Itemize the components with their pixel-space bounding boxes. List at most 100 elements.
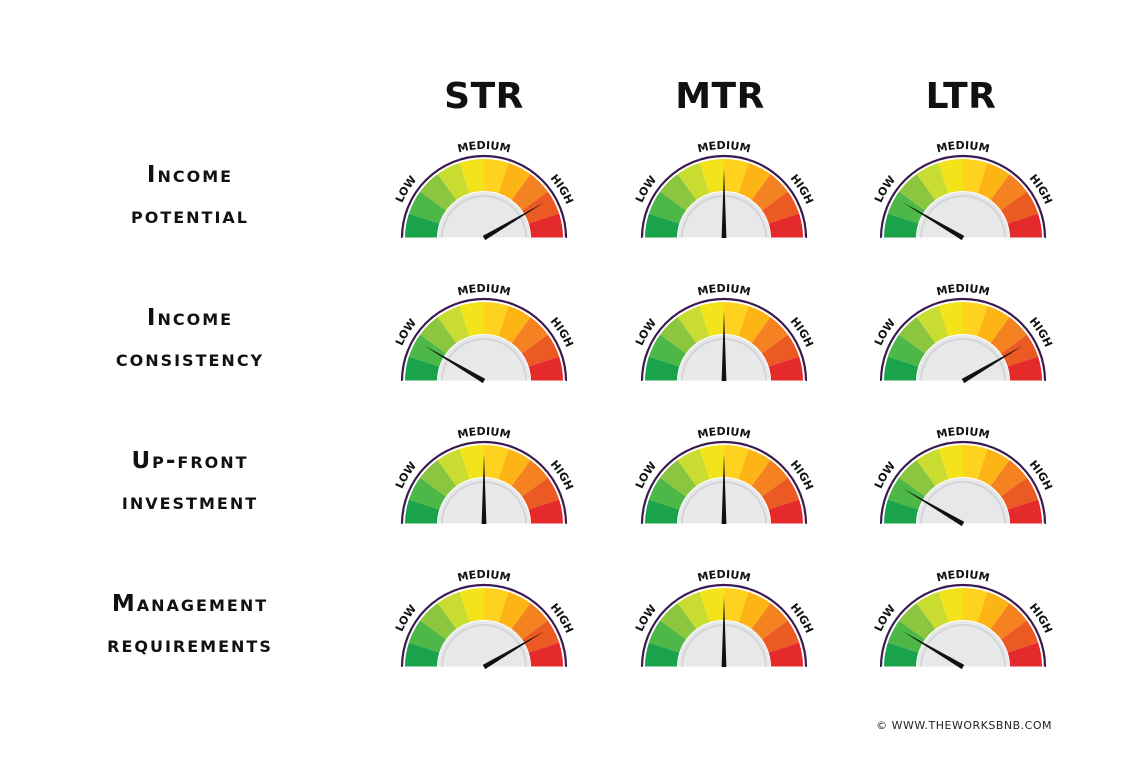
gauge-label-medium: MEDIUM — [696, 139, 752, 156]
gauge-segment — [977, 162, 1010, 200]
gauge-label-medium-text: MEDIUM — [696, 568, 752, 585]
row-label-line2: potential — [130, 203, 249, 229]
gauge-segment — [1007, 356, 1042, 381]
gauge-label-medium: MEDIUM — [456, 139, 512, 156]
gauge-segment — [677, 162, 710, 200]
gauge-needle — [902, 488, 965, 527]
gauge-label-medium: MEDIUM — [935, 139, 991, 156]
gauge-segment — [884, 499, 919, 524]
gauge-rim — [640, 154, 808, 239]
gauge-income-consistency-str: LOW MEDIUM HIGH — [393, 277, 576, 387]
gauge-segment — [884, 356, 919, 381]
gauge-rim — [879, 154, 1047, 239]
gauge-segment — [762, 191, 800, 224]
gauge-segment — [699, 445, 724, 480]
gauge-label-medium: MEDIUM — [935, 568, 991, 585]
row-label-income-consistency: Income consistency — [60, 298, 320, 380]
gauge-up-front-investment-mtr: LOW MEDIUM HIGH — [633, 420, 816, 530]
gauge-segment — [699, 302, 724, 337]
gauge-needle — [721, 311, 727, 381]
gauge-segment — [1001, 334, 1039, 367]
gauge-segment — [677, 305, 710, 343]
gauge-segment — [522, 620, 560, 653]
gauge-segment — [963, 159, 988, 194]
gauge-segment — [990, 460, 1027, 497]
gauge-segment — [899, 174, 936, 211]
gauge-segment — [916, 162, 949, 200]
gauge-label-medium-text: MEDIUM — [696, 282, 752, 299]
gauge-needle — [721, 597, 727, 667]
gauge-segment — [887, 477, 925, 510]
row-label-up-front-investment: Up-front investment — [60, 441, 320, 523]
gauge-label-medium-text: MEDIUM — [696, 425, 752, 442]
gauge-segment — [938, 445, 963, 480]
gauge-segment — [768, 499, 803, 524]
gauge-segment — [437, 591, 470, 629]
gauge-segment — [511, 603, 548, 640]
gauge-segment — [1007, 642, 1042, 667]
gauge-segment — [484, 159, 509, 194]
gauge-segment — [459, 302, 484, 337]
gauge-segment — [751, 174, 788, 211]
gauge-segment — [420, 174, 457, 211]
gauge-segment — [887, 620, 925, 653]
gauge-label-medium-text: MEDIUM — [696, 139, 752, 156]
gauge-rim — [879, 440, 1047, 525]
gauge-face-ring — [441, 338, 527, 382]
gauge-segment — [420, 317, 457, 354]
gauge-rim — [640, 440, 808, 525]
gauge-segment — [459, 445, 484, 480]
gauge-label-medium: MEDIUM — [696, 282, 752, 299]
gauge-needle — [961, 345, 1024, 384]
gauge-segment — [977, 591, 1010, 629]
gauge-segment — [768, 213, 803, 238]
gauge-segment — [762, 334, 800, 367]
gauge-needle — [721, 454, 727, 524]
gauge-income-potential-ltr: LOW MEDIUM HIGH — [872, 134, 1055, 244]
gauge-segment — [511, 460, 548, 497]
gauge-segment — [699, 588, 724, 623]
row-label-income-potential: Income potential — [60, 155, 320, 237]
gauge-segment — [899, 317, 936, 354]
gauge-segment — [938, 302, 963, 337]
gauge-segment — [528, 499, 563, 524]
gauge-segment — [724, 302, 749, 337]
gauge-segment — [899, 603, 936, 640]
gauge-segment — [522, 191, 560, 224]
gauge-label-medium-text: MEDIUM — [935, 139, 991, 156]
gauge-segment — [762, 477, 800, 510]
gauge-rim — [640, 297, 808, 382]
gauge-label-medium: MEDIUM — [456, 568, 512, 585]
gauge-label-medium: MEDIUM — [456, 282, 512, 299]
gauge-label-medium-text: MEDIUM — [456, 425, 512, 442]
gauge-segment — [660, 603, 697, 640]
gauge-rim — [400, 297, 568, 382]
gauge-segment — [408, 620, 446, 653]
gauge-segment — [511, 317, 548, 354]
gauge-segment — [420, 603, 457, 640]
gauge-segment — [1001, 191, 1039, 224]
gauge-label-medium-text: MEDIUM — [935, 282, 991, 299]
gauge-face-ring — [920, 195, 1006, 239]
copyright-footer: © WWW.THEWORKSBNB.COM — [876, 719, 1052, 732]
gauge-segment — [977, 305, 1010, 343]
gauge-segment — [645, 213, 680, 238]
gauge-segment — [724, 445, 749, 480]
gauge-needle — [481, 454, 487, 524]
gauge-income-potential-str: LOW MEDIUM HIGH — [393, 134, 576, 244]
gauge-segment — [738, 591, 771, 629]
gauge-segment — [1001, 620, 1039, 653]
gauge-segment — [884, 213, 919, 238]
gauge-needle — [721, 168, 727, 238]
gauge-segment — [459, 588, 484, 623]
gauge-face-ring — [441, 195, 527, 239]
